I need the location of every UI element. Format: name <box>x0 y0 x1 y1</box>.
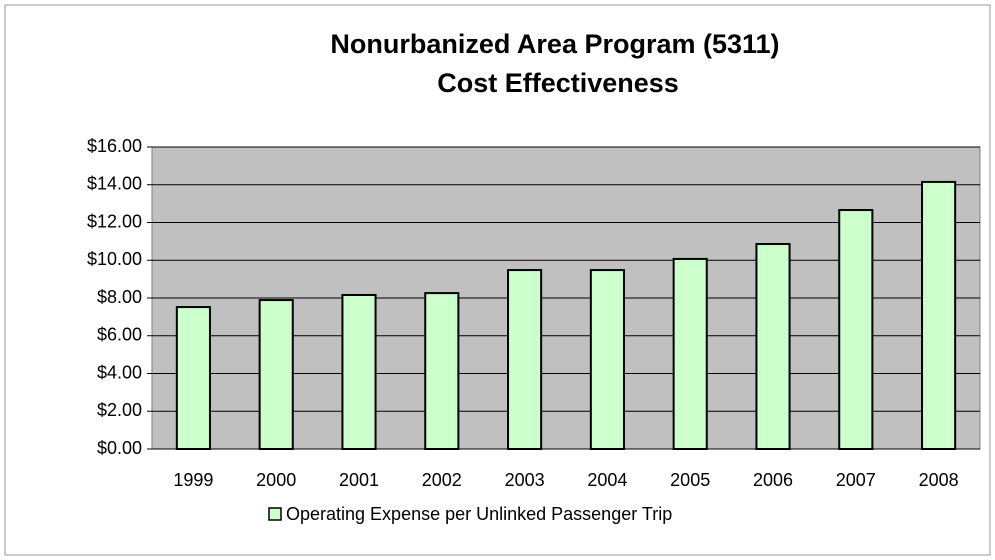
legend-swatch <box>268 507 282 521</box>
bar <box>258 299 294 451</box>
x-tick-label: 1999 <box>173 470 213 490</box>
legend-label: Operating Expense per Unlinked Passenger… <box>286 504 672 524</box>
y-tick-label: $6.00 <box>97 325 142 345</box>
bar <box>755 243 791 450</box>
bar <box>175 306 211 450</box>
y-tick-label: $2.00 <box>97 400 142 420</box>
x-tick-label: 2005 <box>670 470 710 490</box>
chart-title: Cost Effectiveness <box>437 68 679 98</box>
x-tick-label: 2007 <box>836 470 876 490</box>
x-tick-label: 2006 <box>753 470 793 490</box>
bar <box>341 293 377 451</box>
bar <box>838 209 874 450</box>
x-tick-label: 2003 <box>505 470 545 490</box>
chart-title: Nonurbanized Area Program (5311) <box>330 29 779 59</box>
bar <box>507 269 543 450</box>
bar <box>424 292 460 450</box>
x-tick-label: 2008 <box>919 470 959 490</box>
x-tick-label: 2000 <box>256 470 296 490</box>
x-tick-label: 2004 <box>587 470 627 490</box>
y-tick-label: $4.00 <box>97 362 142 382</box>
y-tick-label: $12.00 <box>87 211 142 231</box>
y-tick-label: $8.00 <box>97 287 142 307</box>
x-tick-label: 2002 <box>422 470 462 490</box>
y-tick-label: $0.00 <box>97 438 142 458</box>
bar <box>589 269 625 450</box>
y-tick-label: $14.00 <box>87 174 142 194</box>
bar <box>921 180 957 450</box>
y-tick-label: $16.00 <box>87 136 142 156</box>
bar <box>672 257 708 450</box>
y-tick-label: $10.00 <box>87 249 142 269</box>
x-tick-label: 2001 <box>339 470 379 490</box>
